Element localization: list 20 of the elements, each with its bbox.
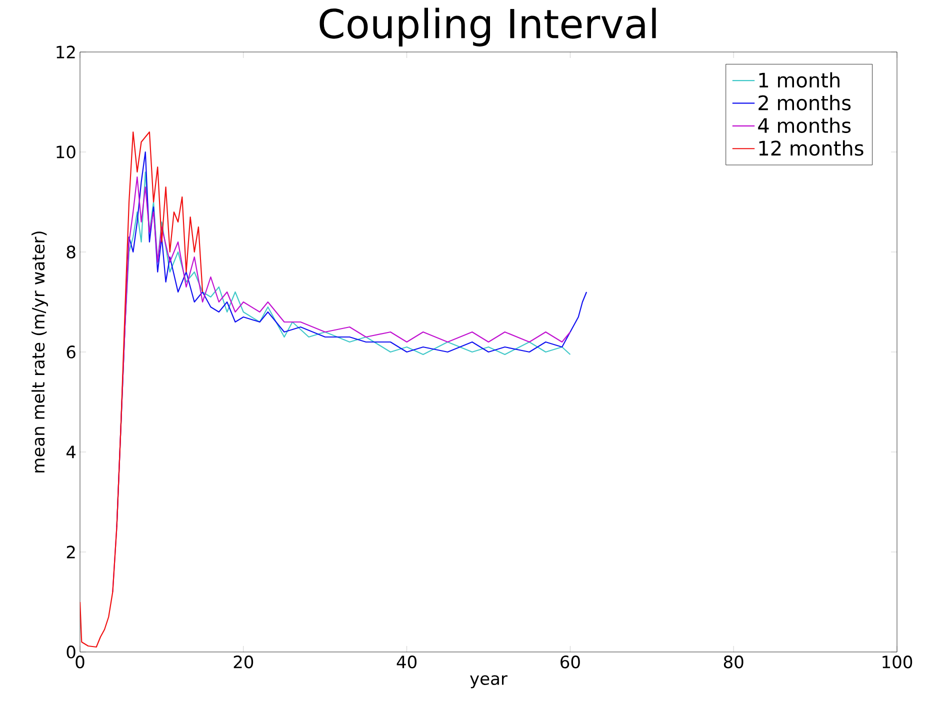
legend-label: 12 months bbox=[759, 140, 864, 156]
y-tick-label: 6 bbox=[66, 346, 76, 358]
y-tick-label: 4 bbox=[66, 446, 76, 458]
x-tick-label: 0 bbox=[76, 656, 84, 668]
legend-label: 1 month bbox=[759, 72, 840, 88]
x-tick-label: 100 bbox=[882, 656, 912, 668]
chart-title: Coupling Interval bbox=[320, 8, 656, 46]
legend-label: 2 months bbox=[758, 94, 851, 110]
y-axis-title: mean melt rate (m/yr water) bbox=[32, 232, 48, 472]
y-tick-label: 12 bbox=[56, 46, 75, 58]
y-tick-label: 8 bbox=[66, 246, 76, 258]
y-tick-label: 10 bbox=[56, 146, 76, 158]
y-tick-label: 0 bbox=[66, 646, 76, 658]
x-tick-label: 80 bbox=[724, 656, 744, 668]
x-tick-label: 60 bbox=[560, 656, 580, 668]
y-tick-label: 2 bbox=[66, 546, 75, 558]
x-tick-label: 40 bbox=[396, 656, 416, 668]
x-axis-title: year bbox=[470, 675, 508, 688]
legend-label: 4 months bbox=[758, 118, 851, 134]
x-tick-label: 20 bbox=[234, 656, 254, 668]
